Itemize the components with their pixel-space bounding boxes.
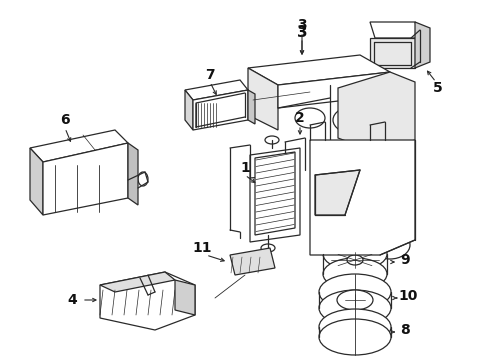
Ellipse shape xyxy=(295,108,325,128)
Ellipse shape xyxy=(347,255,363,265)
Polygon shape xyxy=(370,38,415,68)
Ellipse shape xyxy=(319,274,391,310)
Polygon shape xyxy=(43,143,128,215)
Text: 8: 8 xyxy=(400,323,410,337)
Text: 10: 10 xyxy=(398,289,417,303)
Polygon shape xyxy=(185,80,248,100)
Polygon shape xyxy=(100,272,175,292)
Ellipse shape xyxy=(352,106,388,130)
Text: 3: 3 xyxy=(296,24,307,40)
Ellipse shape xyxy=(138,172,148,186)
Ellipse shape xyxy=(323,258,387,290)
Polygon shape xyxy=(315,170,360,215)
Text: 7: 7 xyxy=(205,68,215,82)
Text: 5: 5 xyxy=(433,81,443,95)
Polygon shape xyxy=(310,140,415,255)
Polygon shape xyxy=(230,248,275,275)
Polygon shape xyxy=(415,22,430,68)
Ellipse shape xyxy=(319,319,391,355)
Text: 3: 3 xyxy=(297,18,307,32)
Polygon shape xyxy=(128,143,138,205)
Ellipse shape xyxy=(261,244,275,252)
Ellipse shape xyxy=(265,136,279,144)
Text: 9: 9 xyxy=(400,253,410,267)
Ellipse shape xyxy=(319,309,391,345)
Ellipse shape xyxy=(319,290,391,326)
Polygon shape xyxy=(248,55,390,85)
Ellipse shape xyxy=(323,238,387,270)
Polygon shape xyxy=(255,152,295,235)
Polygon shape xyxy=(100,272,195,330)
Polygon shape xyxy=(30,130,128,162)
Polygon shape xyxy=(175,280,195,315)
Polygon shape xyxy=(338,72,415,152)
Polygon shape xyxy=(185,90,193,130)
Ellipse shape xyxy=(333,106,377,134)
Text: 1: 1 xyxy=(240,161,250,175)
Polygon shape xyxy=(193,90,248,130)
Ellipse shape xyxy=(370,231,410,259)
Text: 2: 2 xyxy=(295,111,305,125)
Ellipse shape xyxy=(337,290,373,310)
Polygon shape xyxy=(248,90,255,124)
Text: 4: 4 xyxy=(67,293,77,307)
Polygon shape xyxy=(278,72,390,108)
Polygon shape xyxy=(248,68,278,130)
Polygon shape xyxy=(30,148,43,215)
Text: 11: 11 xyxy=(192,241,212,255)
Polygon shape xyxy=(370,22,420,38)
Text: 6: 6 xyxy=(60,113,70,127)
